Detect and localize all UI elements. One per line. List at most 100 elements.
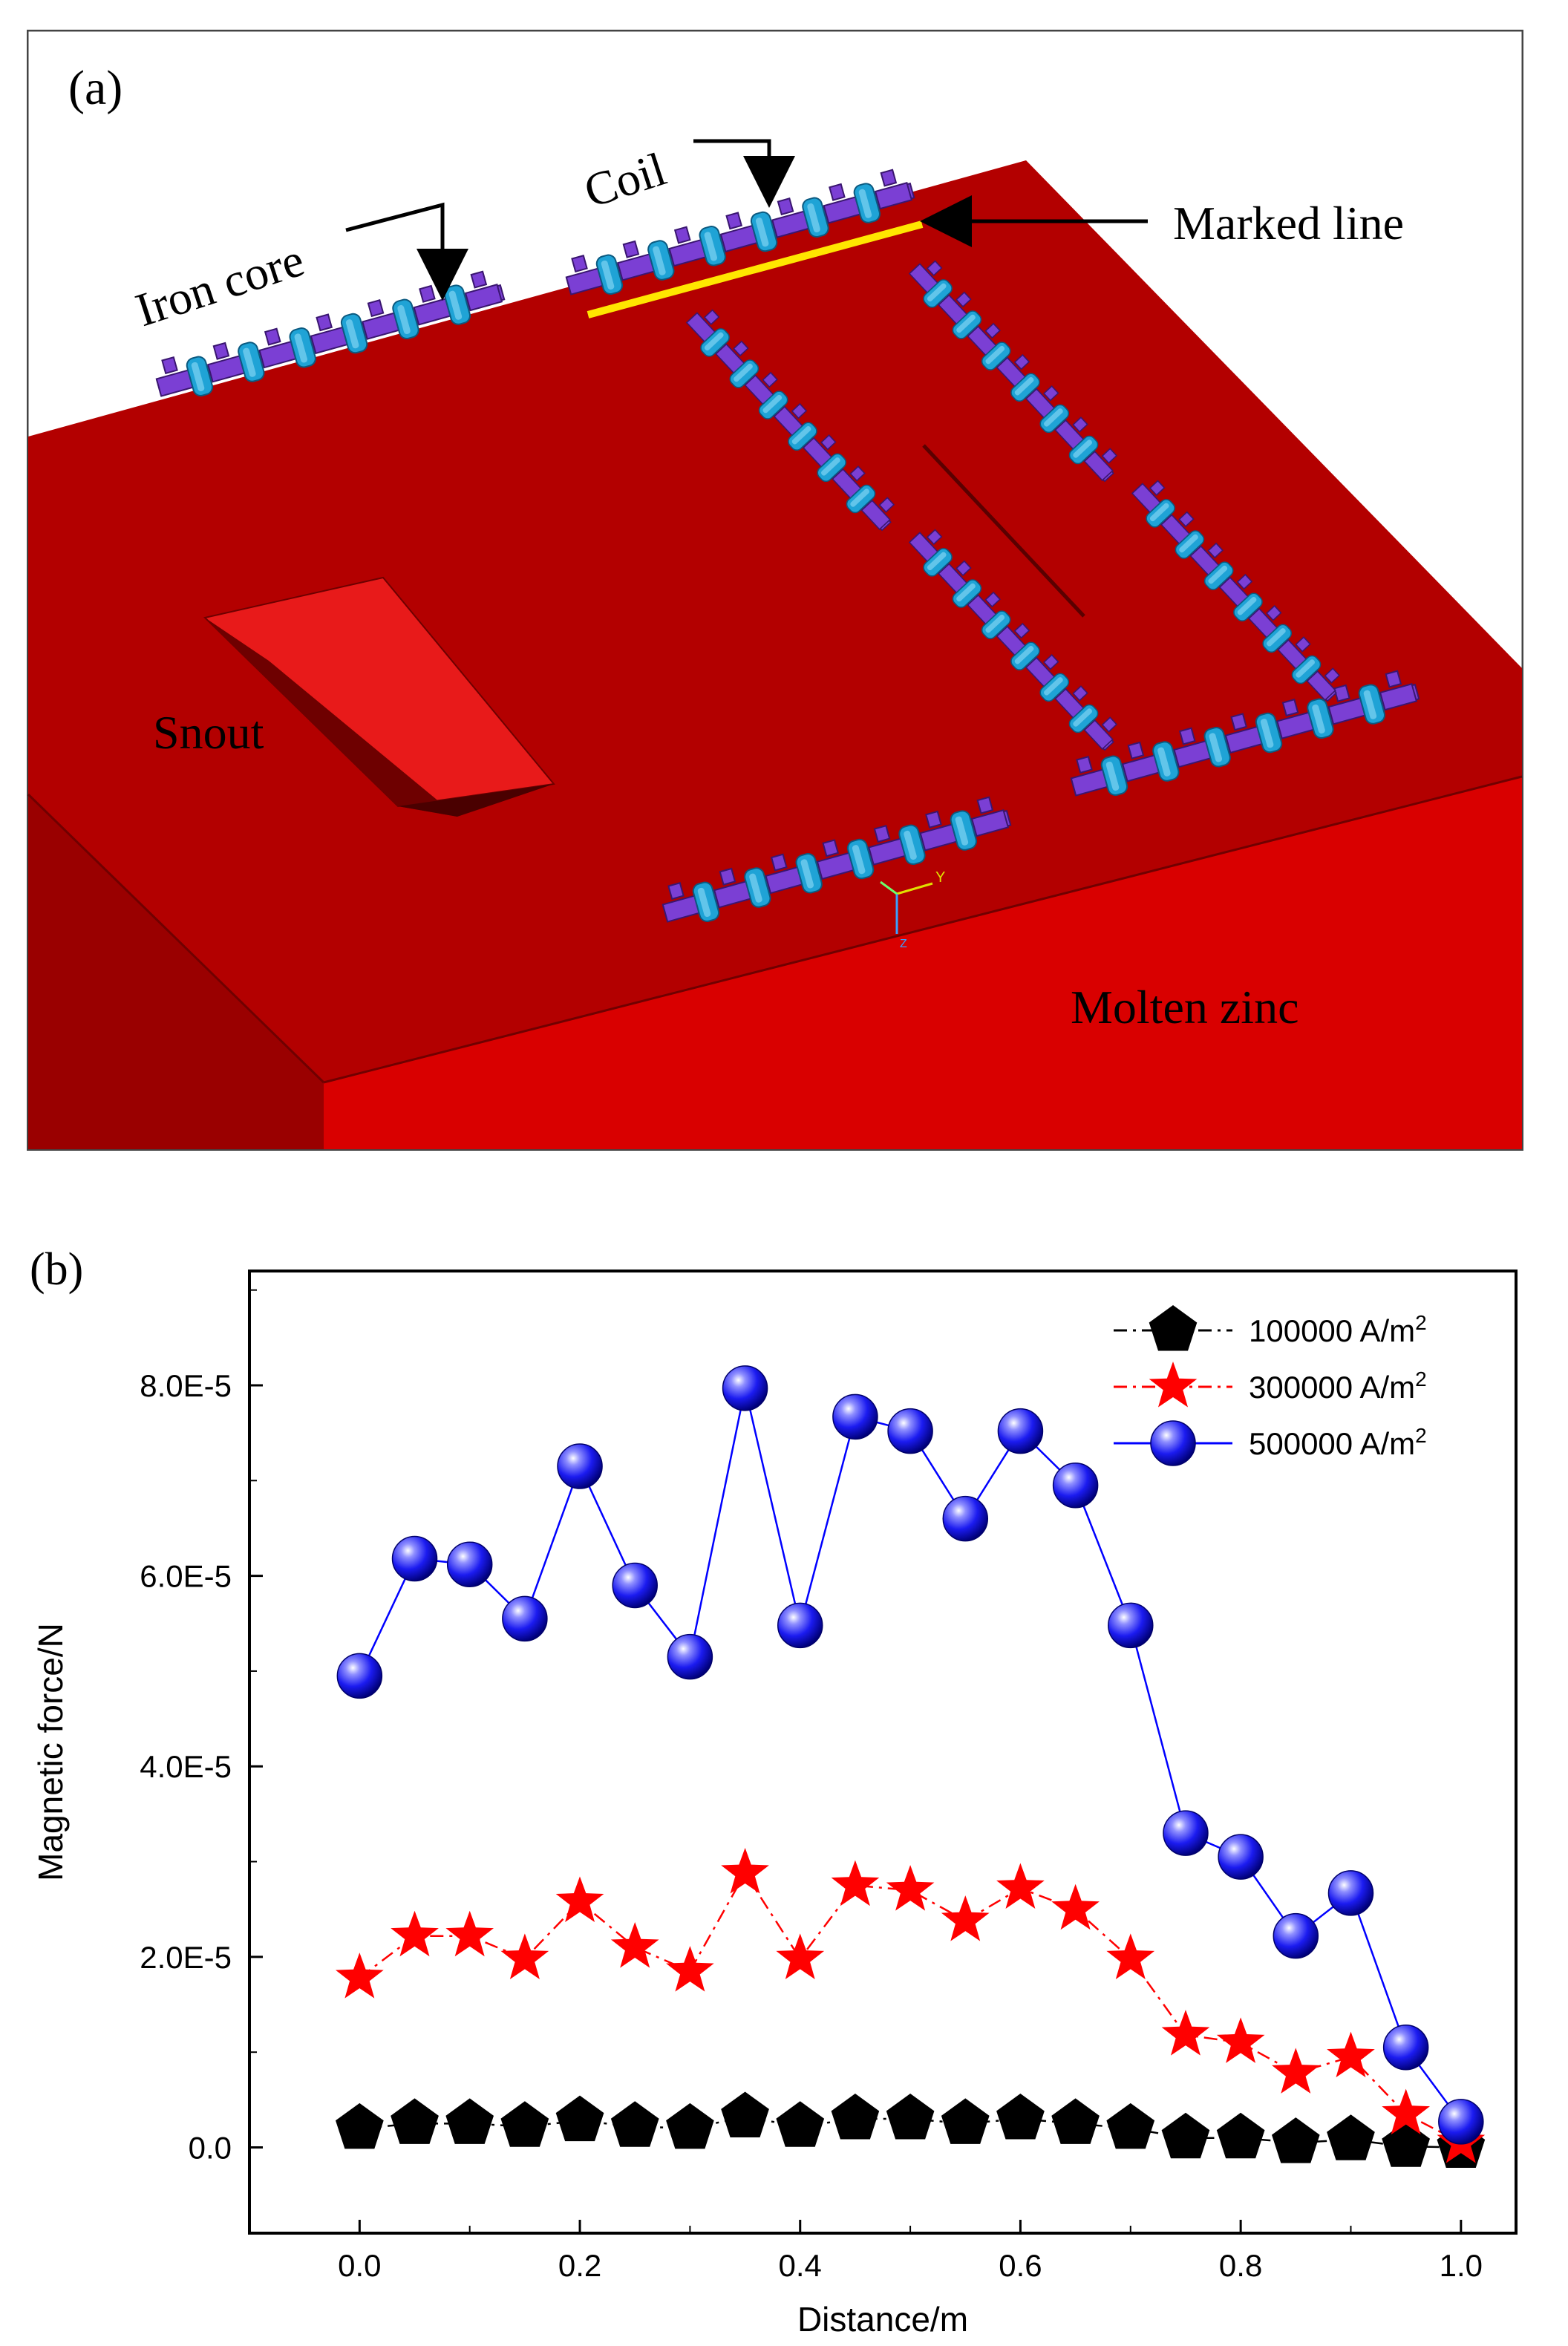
data-point: [1161, 2010, 1210, 2056]
coil-arrow: [693, 139, 795, 208]
marked-line: [587, 220, 924, 318]
iron-core-arrow: [345, 202, 468, 301]
legend-marker: [1149, 1305, 1198, 1351]
data-point: [667, 1633, 713, 1680]
y-tick-label: 6.0E-5: [140, 1559, 232, 1594]
axis-triad: Y Z: [880, 869, 945, 950]
data-point: [941, 1895, 990, 1941]
legend: 100000 A/m2 300000 A/m2 500000 A/m2: [1114, 1305, 1427, 1466]
series-line: [359, 1871, 1462, 2144]
data-point: [886, 2094, 935, 2140]
data-point: [721, 1848, 769, 1894]
data-point: [886, 1865, 935, 1911]
data-point: [445, 2098, 494, 2144]
data-point: [1382, 2088, 1430, 2135]
data-point: [1218, 1834, 1264, 1880]
x-axis-ticks: 0.0 0.2 0.4 0.6 0.8 1.0: [249, 2220, 1483, 2283]
legend-marker: [1150, 1420, 1196, 1466]
data-point: [555, 2095, 604, 2142]
data-point: [1327, 2114, 1375, 2160]
data-point: [555, 1876, 604, 1922]
y-tick-label: 8.0E-5: [140, 1368, 232, 1403]
data-point: [445, 1910, 494, 1957]
legend-entry: 500000 A/m2: [1249, 1424, 1427, 1461]
data-point: [1216, 2112, 1265, 2159]
molten-zinc-label: Molten zinc: [1071, 981, 1298, 1033]
data-point: [1108, 1602, 1154, 1649]
data-point: [666, 2102, 714, 2149]
data-point: [941, 2098, 990, 2144]
data-point: [1163, 1810, 1209, 1856]
y-axis-label: Magnetic force/N: [31, 1623, 70, 1881]
data-point: [777, 1602, 823, 1649]
data-point: [391, 1535, 438, 1582]
panel-b-chart: (b) 0.0 0.2 0.4 0.6 0.8 1.0 0.0 2.0E-5 4.0E-5 6.…: [30, 1244, 1518, 2339]
data-point: [997, 1408, 1044, 1454]
data-point: [1327, 2031, 1375, 2078]
data-point: [336, 2102, 384, 2149]
data-point: [1272, 2048, 1320, 2094]
data-point: [776, 2101, 825, 2147]
axis-z-label: Z: [900, 938, 907, 950]
snout-label: Snout: [153, 706, 264, 759]
x-tick-label: 0.6: [999, 2248, 1042, 2283]
data-point: [996, 1863, 1045, 1909]
y-tick-label: 4.0E-5: [140, 1749, 232, 1784]
data-point: [776, 1933, 825, 1979]
data-point: [1272, 2117, 1320, 2163]
zinc-top-face: [28, 160, 1522, 1082]
legend-entry: 100000 A/m2: [1249, 1311, 1427, 1348]
data-point: [887, 1408, 933, 1454]
data-point: [1106, 2102, 1155, 2149]
x-tick-label: 0.4: [779, 2248, 822, 2283]
data-point: [722, 1365, 768, 1411]
data-point: [1327, 1870, 1374, 1916]
y-tick-label: 0.0: [189, 2131, 232, 2166]
series-layer: [336, 1365, 1486, 2168]
data-point: [557, 1443, 603, 1489]
data-point: [1273, 1912, 1319, 1959]
panel-a-model-figure: Y Z (a) Coil Iron core Marked line Snout…: [27, 30, 1523, 1151]
data-point: [336, 1953, 384, 1999]
data-point: [1438, 2099, 1484, 2145]
panel-a-label: (a): [68, 61, 122, 115]
data-point: [1051, 2098, 1100, 2144]
data-point: [831, 2094, 880, 2140]
axis-y-label: Y: [935, 869, 945, 886]
data-point: [1052, 1462, 1099, 1509]
data-point: [500, 2101, 549, 2147]
data-point: [942, 1495, 989, 1542]
y-axis-ticks: 0.0 2.0E-5 4.0E-5 6.0E-5 8.0E-5: [140, 1289, 263, 2166]
data-point: [1161, 2112, 1210, 2159]
zinc-side-face: [28, 794, 324, 1149]
data-point: [721, 2091, 769, 2137]
series-2: [336, 1848, 1486, 2163]
x-tick-label: 1.0: [1440, 2248, 1483, 2283]
snout: [203, 576, 555, 817]
marked-line-label: Marked line: [1173, 197, 1404, 249]
data-point: [612, 1562, 658, 1609]
data-point: [391, 1910, 439, 1957]
data-point: [1106, 1933, 1155, 1979]
data-point: [502, 1595, 548, 1642]
series-3: [336, 1365, 1484, 2145]
plot-area: [248, 1270, 1518, 2235]
data-point: [391, 2098, 439, 2144]
data-point: [1382, 2025, 1429, 2071]
center-dark-line: [922, 444, 1085, 618]
data-point: [1216, 2017, 1265, 2063]
data-point: [500, 1933, 549, 1979]
x-tick-label: 0.2: [558, 2248, 601, 2283]
zinc-front-face: [324, 777, 1522, 1149]
x-axis-label: Distance/m: [797, 2300, 968, 2339]
data-point: [610, 1922, 659, 1968]
data-point: [1382, 2121, 1430, 2167]
data-point: [666, 1946, 714, 1992]
data-point: [446, 1541, 493, 1587]
data-point: [610, 2101, 659, 2147]
data-point: [1051, 1883, 1100, 1930]
data-point: [336, 1653, 383, 1699]
y-tick-label: 2.0E-5: [140, 1940, 232, 1975]
x-tick-label: 0.8: [1219, 2248, 1262, 2283]
x-tick-label: 0.0: [338, 2248, 381, 2283]
